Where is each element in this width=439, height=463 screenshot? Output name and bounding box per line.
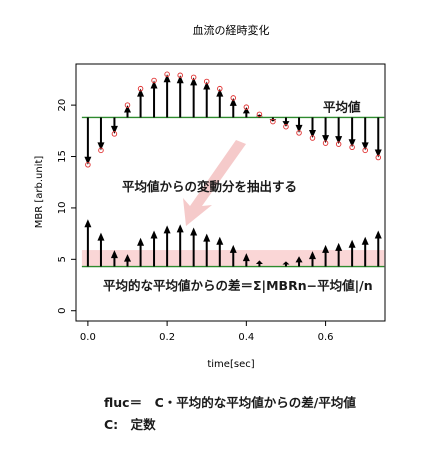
data-point bbox=[256, 111, 263, 118]
data-point bbox=[309, 135, 316, 141]
abs-deviation-arrow-head bbox=[282, 261, 290, 265]
chart-title: 血流の経時変化 bbox=[193, 23, 270, 37]
y-tick-label: 0 bbox=[57, 308, 68, 314]
data-point bbox=[349, 144, 355, 151]
deviation-arrow-head bbox=[97, 142, 105, 151]
abs-deviation-arrow-head bbox=[242, 253, 250, 262]
data-point bbox=[322, 140, 329, 146]
abs-deviation-arrow-head bbox=[309, 251, 317, 260]
x-axis-label: time[sec] bbox=[207, 359, 254, 370]
data-point bbox=[190, 74, 197, 81]
abs-deviation-arrow-head bbox=[124, 254, 131, 262]
series-2-marks bbox=[84, 219, 382, 267]
abs-deviation-arrow-head bbox=[110, 250, 118, 259]
abs-deviation-arrow-head bbox=[348, 239, 356, 248]
deviation-arrow-head bbox=[335, 136, 343, 145]
data-point bbox=[243, 104, 250, 110]
x-tick-label: 0.2 bbox=[159, 332, 175, 343]
deviation-arrow-head bbox=[229, 97, 237, 106]
data-point bbox=[85, 161, 91, 168]
y-tick-label: 5 bbox=[57, 256, 68, 262]
data-point bbox=[203, 78, 210, 85]
deviation-arrow-head bbox=[84, 156, 92, 165]
abs-deviation-arrow-head bbox=[361, 236, 369, 245]
extract-annotation: 平均値からの変動分を抽出する bbox=[122, 179, 297, 194]
axes: 0.0 0.2 0.4 0.6 0 5 10 15 20 bbox=[57, 99, 334, 343]
data-point bbox=[177, 72, 183, 79]
abs-deviation-arrow-head bbox=[322, 244, 330, 253]
data-point bbox=[362, 147, 368, 154]
abs-deviation-arrow-head bbox=[335, 242, 343, 251]
deviation-arrow-head bbox=[190, 77, 198, 86]
formula-annotation: 平均的な平均値からの差＝Σ|MBRn−平均値|/n bbox=[103, 278, 373, 293]
plot-frame bbox=[75, 63, 386, 322]
data-point bbox=[151, 77, 157, 84]
data-point bbox=[296, 130, 302, 136]
abs-deviation-arrow-head bbox=[150, 230, 158, 239]
data-point bbox=[270, 118, 276, 125]
deviation-arrow-head bbox=[176, 75, 184, 84]
abs-deviation-arrow-head bbox=[374, 230, 382, 239]
deviation-arrow-head bbox=[242, 107, 250, 114]
x-tick-label: 0.4 bbox=[238, 332, 254, 343]
abs-deviation-arrow-head bbox=[255, 260, 263, 265]
abs-deviation-arrow-head bbox=[97, 232, 105, 241]
data-point bbox=[137, 85, 144, 92]
note-constant: C: 定数 bbox=[104, 417, 156, 432]
y-tick-label: 20 bbox=[57, 99, 68, 112]
deviation-arrow-head bbox=[137, 88, 145, 97]
abs-deviation-arrow-head bbox=[295, 256, 303, 263]
y-axis-label: MBR [arb.unit] bbox=[34, 156, 45, 229]
y-tick-label: 10 bbox=[57, 202, 68, 215]
data-point bbox=[230, 95, 237, 101]
abs-deviation-arrow-head bbox=[137, 237, 145, 246]
deviation-arrow-head bbox=[309, 130, 317, 139]
abs-deviation-arrow-head bbox=[203, 233, 211, 242]
deviation-arrow-head bbox=[322, 135, 330, 144]
data-point bbox=[283, 123, 289, 130]
y-tick-label: 15 bbox=[57, 150, 68, 163]
deviation-arrow-head bbox=[150, 80, 158, 89]
abs-deviation-arrow-head bbox=[229, 244, 237, 253]
deviation-arrow-head bbox=[295, 124, 303, 133]
series-1-marks bbox=[84, 71, 382, 168]
abs-deviation-arrow-head bbox=[190, 227, 198, 236]
deviation-arrow-head bbox=[361, 142, 369, 151]
abs-deviation-arrow-head bbox=[84, 219, 92, 228]
deviation-arrow-head bbox=[374, 149, 382, 158]
abs-deviation-arrow-head bbox=[163, 225, 171, 234]
deviation-arrow-head bbox=[348, 139, 356, 148]
abs-deviation-arrow-head bbox=[216, 236, 224, 245]
x-tick-label: 0.6 bbox=[318, 332, 334, 343]
data-point bbox=[335, 141, 342, 147]
note-formula: fluc＝ C・平均的な平均値からの差/平均値 bbox=[104, 395, 356, 410]
data-point bbox=[98, 147, 104, 154]
deviation-arrow-head bbox=[203, 81, 211, 90]
abs-deviation-arrow-head bbox=[176, 224, 184, 233]
data-point bbox=[124, 102, 131, 108]
x-tick-label: 0.0 bbox=[80, 332, 96, 343]
deviation-arrow-head bbox=[163, 74, 171, 83]
data-point bbox=[375, 154, 382, 161]
extract-arrow-icon bbox=[183, 140, 246, 226]
mean-label: 平均値 bbox=[323, 99, 361, 114]
deviation-arrow-head bbox=[216, 88, 224, 97]
deviation-arrow-head bbox=[124, 105, 131, 113]
data-point bbox=[111, 131, 118, 137]
deviation-arrow-head bbox=[282, 121, 290, 127]
data-point bbox=[164, 71, 170, 78]
deviation-arrow-head bbox=[110, 125, 118, 134]
data-point bbox=[217, 85, 223, 92]
